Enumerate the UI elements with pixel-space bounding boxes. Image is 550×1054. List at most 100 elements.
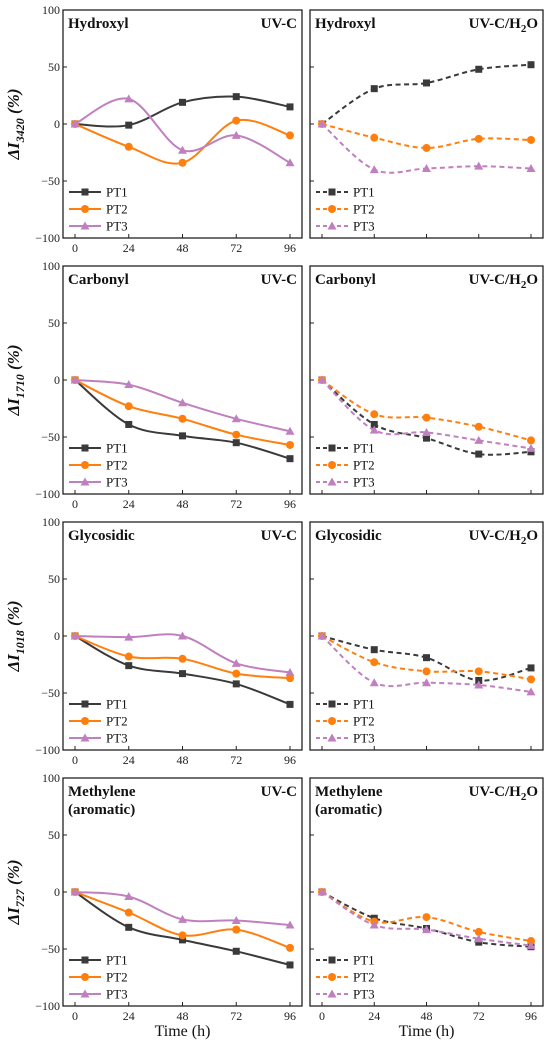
data-point-pt1 [125,121,133,129]
y-title-main: ΔI [4,397,23,417]
data-point-pt1 [125,662,133,670]
condition-label: UV-C [261,784,297,800]
x-tick-label: 96 [284,1009,296,1023]
data-point-pt2 [178,414,187,423]
panel-1-uvc-h2o: Hydroxyl UV-C/H2O PT1 PT2 PT3 [309,9,544,239]
data-point-pt3 [526,163,536,172]
panel-frame [62,9,303,239]
legend-label-pt3: PT3 [106,219,128,234]
data-point-pt1 [286,455,294,463]
data-point-pt2 [527,135,535,144]
legend-marker-pt2 [81,717,89,725]
data-point-pt3 [474,934,484,943]
y-tick-label: 50 [48,572,60,586]
data-point-pt2 [370,133,379,142]
data-point-pt3 [474,161,484,170]
legend-label-pt1: PT1 [106,953,128,968]
condition-label: UV-C [261,16,297,32]
data-point-pt2 [527,675,535,684]
legend-label-pt3: PT3 [353,987,375,1002]
panel-title: Carbonyl [315,272,376,288]
y-tick-label: 100 [42,771,60,785]
data-point-pt3 [70,631,80,640]
data-point-pt3 [317,375,327,384]
data-point-pt3 [124,632,134,641]
panel-title: Methylene [315,784,383,800]
condition-text: UV-C/H [469,784,522,800]
data-point-pt1 [370,420,378,428]
legend-marker-pt2 [328,461,336,469]
data-point-pt2 [124,142,133,151]
panel-1-uvc: 100 50 0 −50 −100 0 24 48 72 96 ΔI3420 (%) Hydroxyl… [4,3,303,255]
y-tick-label: 100 [42,515,60,529]
y-tick-label: 50 [48,316,60,330]
legend-marker-pt3 [327,221,337,230]
data-point-pt1 [475,65,483,73]
legend-marker-pt1 [328,700,336,708]
condition-label: UV-C/H2O [469,16,538,35]
y-tick-label: 0 [54,885,60,899]
series-line-pt2 [321,123,532,149]
x-tick-label: 72 [230,753,242,767]
data-point-pt3 [369,165,379,174]
x-tick-label: 0 [72,497,78,511]
legend-label-pt1: PT1 [353,697,375,712]
data-point-pt1 [179,670,186,678]
data-point-pt3 [70,375,80,384]
legend-label-pt2: PT2 [106,714,128,729]
y-tick-label: −50 [41,942,60,956]
legend-marker-pt2 [328,205,336,213]
data-point-pt2 [178,654,187,663]
legend-marker-pt1 [81,956,89,964]
panel-title: Hydroxyl [315,16,376,32]
data-point-pt2 [232,430,241,439]
legend-label-pt2: PT2 [106,202,128,217]
legend-label-pt2: PT2 [353,714,375,729]
legend-marker-pt1 [81,444,89,452]
legend-marker-pt2 [328,717,336,725]
x-tick-label: 0 [72,241,78,255]
y-tick-label: 100 [42,3,60,17]
data-point-pt1 [370,85,378,93]
panel-frame [309,265,544,495]
data-point-pt3 [178,914,187,923]
series-line-pt3 [74,633,291,674]
data-point-pt3 [422,678,431,687]
data-point-pt3 [124,94,134,103]
legend-label-pt3: PT3 [106,731,128,746]
y-title-subscript: 1710 [13,374,27,398]
y-tick-label: −50 [41,686,60,700]
data-point-pt3 [474,435,484,444]
x-tick-label: 24 [123,497,135,511]
data-point-pt3 [285,920,295,929]
condition-text: UV-C/H [469,272,522,288]
y-title-main: ΔI [4,906,23,926]
y-tick-label: −50 [41,174,60,188]
condition-subscript: 2 [521,791,527,803]
panel-2-uvc-h2o: Carbonyl UV-C/H2O PT1 PT2 PT3 [309,265,544,495]
y-tick-label: −100 [35,487,60,501]
legend-label-pt2: PT2 [353,202,375,217]
data-point-pt3 [422,163,431,172]
y-tick-label: 0 [54,117,60,131]
y-tick-label: 50 [48,60,60,74]
condition-text: O [526,528,538,544]
x-tick-label: 48 [177,241,189,255]
panel-frame [309,9,544,239]
y-tick-label: 0 [54,629,60,643]
data-point-pt3 [285,667,295,676]
condition-text: UV-C/H [469,528,522,544]
data-point-pt3 [526,941,536,950]
legend-label-pt3: PT3 [106,475,128,490]
legend-label-pt2: PT2 [353,458,375,473]
data-point-pt2 [422,913,431,922]
legend-label-pt3: PT3 [353,219,375,234]
condition-label: UV-C/H2O [469,528,538,547]
condition-label: UV-C/H2O [469,784,538,803]
x-tick-label: 48 [177,497,189,511]
x-tick-label: 0 [72,1009,78,1023]
x-tick-label: 24 [123,241,135,255]
data-point-pt3 [178,631,187,640]
condition-label: UV-C/H2O [469,272,538,291]
x-tick-label: 24 [368,1009,380,1023]
